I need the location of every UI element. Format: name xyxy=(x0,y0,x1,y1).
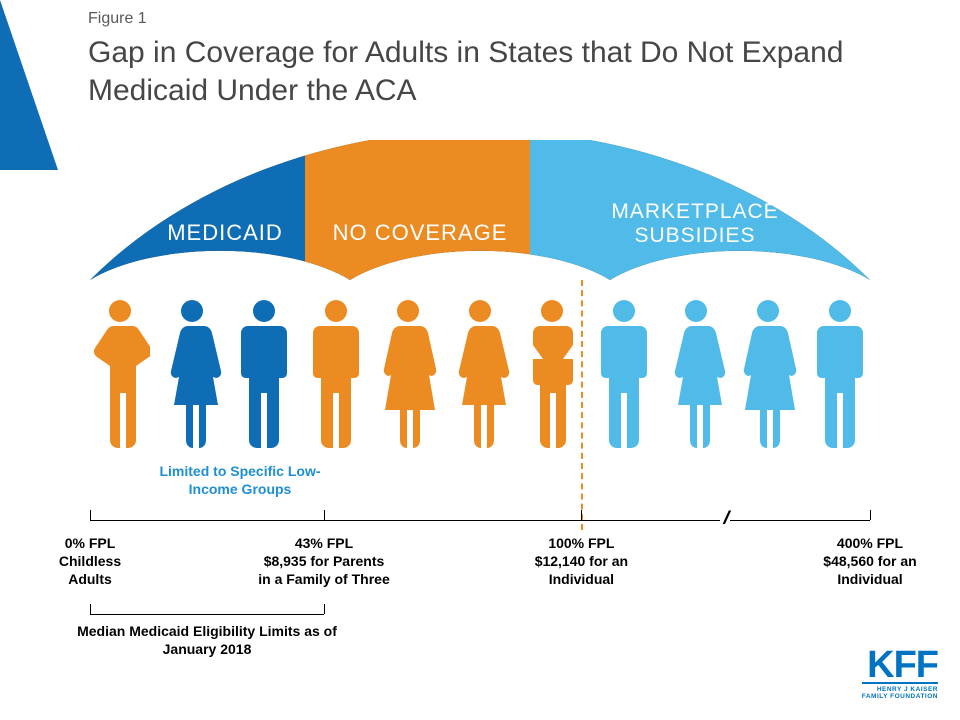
person-silhouette xyxy=(162,300,222,450)
kff-logo-line2: FAMILY FOUNDATION xyxy=(862,693,938,700)
person-silhouette xyxy=(810,300,870,450)
median-bracket-right xyxy=(324,604,325,614)
figure-stage: Figure 1 Gap in Coverage for Adults in S… xyxy=(0,0,960,720)
axis-tick xyxy=(581,510,582,520)
axis-tick xyxy=(870,510,871,520)
person-silhouette xyxy=(522,300,582,450)
axis-tick-label: 43% FPL$8,935 for Parentsin a Family of … xyxy=(239,534,409,589)
limited-groups-label: Limited to Specific Low-Income Groups xyxy=(140,462,340,498)
person-silhouette xyxy=(234,300,294,450)
umbrella-label-no-coverage: NO COVERAGE xyxy=(333,220,508,245)
fpl-axis: // xyxy=(90,510,870,538)
median-bracket-bar xyxy=(90,614,324,615)
umbrella-label-marketplace-2: SUBSIDIES xyxy=(634,224,755,247)
person-silhouette xyxy=(378,300,438,450)
median-bracket-left xyxy=(90,604,91,614)
axis-break-icon: // xyxy=(720,508,730,529)
umbrella-label-medicaid: MEDICAID xyxy=(167,220,283,245)
person-silhouette xyxy=(90,300,150,450)
axis-tick-label: 400% FPL$48,560 for anIndividual xyxy=(785,534,955,589)
people-row xyxy=(90,290,870,450)
median-label: Median Medicaid Eligibility Limits as of… xyxy=(57,622,357,658)
person-silhouette xyxy=(666,300,726,450)
person-silhouette xyxy=(306,300,366,450)
axis-tick-label: 0% FPLChildlessAdults xyxy=(5,534,175,589)
kff-logo-line1: HENRY J KAISER xyxy=(862,686,938,693)
kff-logo-abbr: KFF xyxy=(862,650,938,680)
person-silhouette xyxy=(450,300,510,450)
figure-title: Gap in Coverage for Adults in States tha… xyxy=(88,34,960,109)
person-silhouette xyxy=(738,300,798,450)
umbrella-label-marketplace-1: MARKETPLACE xyxy=(611,200,778,223)
divider-100fpl xyxy=(581,280,583,530)
kff-logo: KFF HENRY J KAISER FAMILY FOUNDATION xyxy=(862,650,938,700)
axis-tick xyxy=(324,510,325,520)
person-silhouette xyxy=(594,300,654,450)
axis-tick xyxy=(90,510,91,520)
axis-line xyxy=(90,520,870,521)
axis-tick-label: 100% FPL$12,140 for anIndividual xyxy=(496,534,666,589)
figure-number: Figure 1 xyxy=(88,10,147,28)
coverage-umbrella: MEDICAID NO COVERAGE MARKETPLACE SUBSIDI… xyxy=(90,140,870,290)
corner-triangle xyxy=(0,0,58,170)
